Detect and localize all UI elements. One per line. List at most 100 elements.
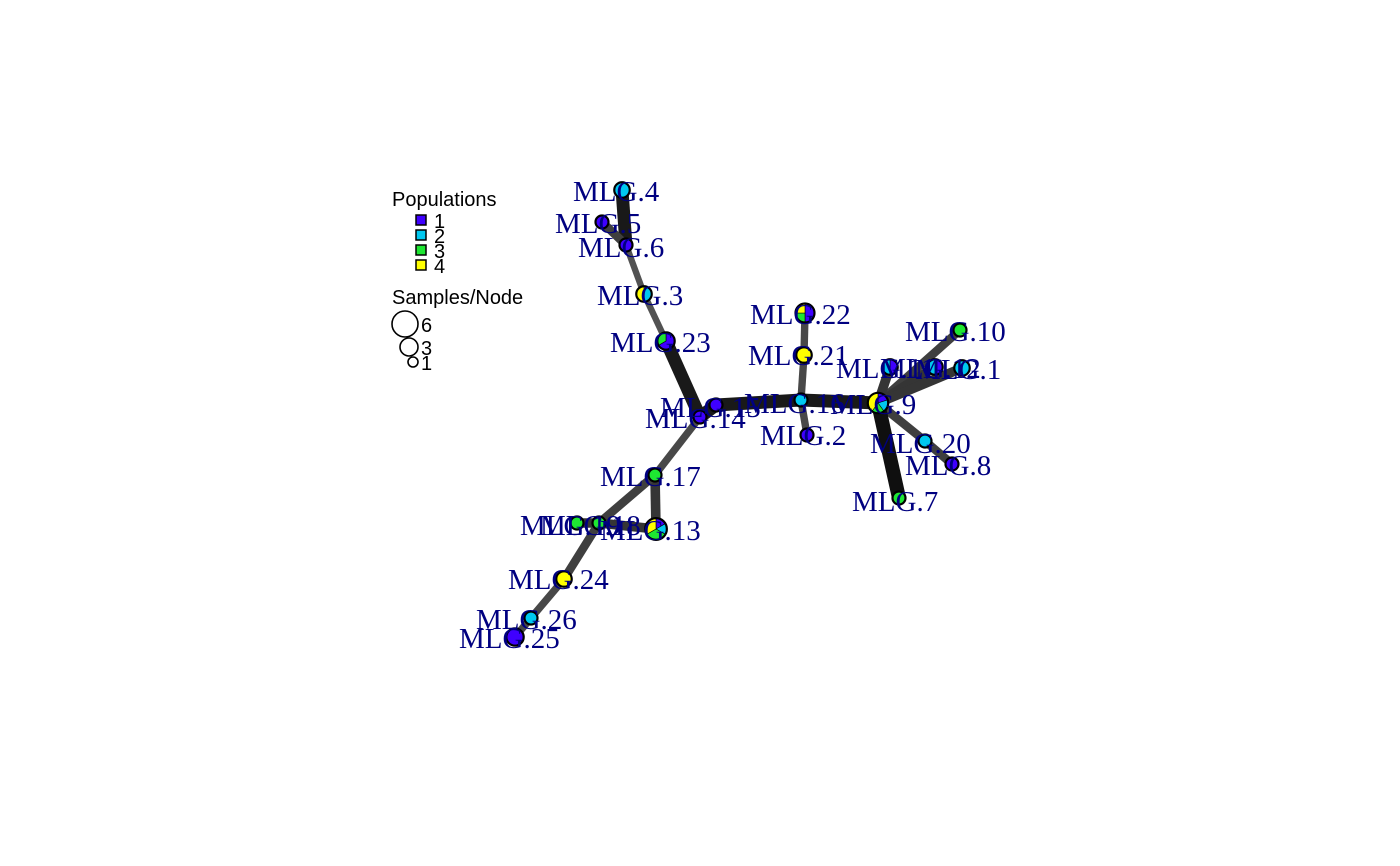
node-pie-slice — [953, 323, 967, 337]
node-pie-slice — [614, 182, 630, 198]
legend-swatch-pop-3 — [415, 244, 427, 256]
node-outline — [555, 570, 573, 588]
legend-sizes: 631 — [391, 310, 432, 375]
node-mlg6 — [618, 237, 634, 253]
node-label-mlg18: MLG.18 — [540, 510, 641, 542]
legend-size-circle-6 — [391, 310, 419, 338]
legend-swatch-pop-1 — [415, 214, 427, 226]
node-mlg2 — [799, 427, 815, 443]
edge-MLG9-MLG7 — [871, 401, 906, 500]
legend-populations-title: Populations — [392, 189, 497, 211]
node-pie-slice — [592, 516, 606, 530]
node-pie-slice — [524, 611, 538, 625]
node-label-mlg11: MLG.11 — [836, 353, 936, 385]
node-pie-slice — [794, 393, 808, 407]
node-mlg21 — [795, 346, 813, 364]
node-outline — [594, 214, 610, 230]
legend-swatch-pop-2 — [415, 229, 427, 241]
legend-label-pop-4: 4 — [434, 256, 445, 278]
node-mlg9 — [866, 391, 890, 415]
node-mlg4 — [613, 181, 631, 199]
node-outline — [795, 346, 813, 364]
node-label-mlg8: MLG.8 — [905, 450, 991, 482]
node-pie-slice — [648, 468, 662, 482]
legend-size-circle-1 — [407, 356, 419, 368]
node-label-mlg12: MLG.12 — [880, 353, 981, 385]
edge-MLG17-MLG18 — [596, 471, 658, 527]
node-mlg13 — [644, 517, 668, 541]
node-pie-slice — [693, 410, 707, 424]
node-outline — [569, 515, 585, 531]
node-mlg24 — [555, 570, 573, 588]
node-pie-slice — [945, 457, 959, 471]
node-mlg8 — [944, 456, 960, 472]
node-outline — [866, 391, 890, 415]
node-pie-slice — [595, 215, 609, 229]
node-mlg20 — [917, 433, 933, 449]
node-label-mlg6: MLG.6 — [578, 232, 664, 264]
node-label-mlg13: MLG.13 — [600, 515, 701, 547]
legend-swatch-pop-4 — [415, 259, 427, 271]
node-label-mlg19: MLG.19 — [520, 510, 621, 542]
node-outline — [944, 456, 960, 472]
legend-size-label-1: 1 — [421, 353, 432, 375]
node-outline — [656, 331, 676, 351]
legend-size-title: Samples/Node — [392, 287, 523, 309]
node-label-mlg4: MLG.4 — [573, 176, 660, 208]
node-mlg15 — [708, 397, 724, 413]
node-mlg12 — [926, 358, 944, 376]
node-label-mlg23: MLG.23 — [610, 327, 711, 359]
node-pie-slice — [954, 360, 970, 376]
node-outline — [793, 392, 809, 408]
node-label-mlg25: MLG.25 — [459, 623, 560, 655]
network-nodes — [505, 181, 971, 647]
node-label-mlg9: MLG.9 — [830, 389, 916, 421]
legend-label-pop-3: 3 — [434, 241, 445, 263]
node-outline — [613, 181, 631, 199]
node-outline — [635, 285, 653, 303]
node-outline — [505, 627, 525, 647]
node-label-mlg21: MLG.21 — [748, 340, 849, 372]
node-outline — [591, 515, 607, 531]
node-label-mlg22: MLG.22 — [750, 299, 851, 331]
node-label-mlg10: MLG.10 — [905, 316, 1006, 348]
node-outline — [799, 427, 815, 443]
edge-MLG9-MLG1 — [876, 363, 964, 408]
node-pie-slice — [796, 347, 812, 363]
node-pie-slice — [709, 398, 723, 412]
node-label-mlg17: MLG.17 — [600, 461, 701, 493]
node-label-mlg2: MLG.2 — [760, 420, 846, 452]
node-label-mlg1: MLG.1 — [915, 354, 1001, 386]
node-pie-slice — [570, 516, 584, 530]
node-outline — [891, 490, 907, 506]
node-label-mlg20: MLG.20 — [870, 428, 971, 460]
node-mlg16 — [793, 392, 809, 408]
node-mlg26 — [523, 610, 539, 626]
node-mlg23 — [656, 331, 676, 351]
node-pie-slice — [800, 428, 814, 442]
node-outline — [708, 397, 724, 413]
node-mlg18 — [591, 515, 607, 531]
edge-MLG15-MLG16 — [715, 393, 802, 412]
node-outline — [644, 517, 668, 541]
node-label-mlg14: MLG.14 — [645, 403, 746, 435]
node-mlg3 — [635, 285, 653, 303]
legend-size-circle-3 — [399, 337, 419, 357]
node-mlg14 — [692, 409, 708, 425]
edge-MLG23-MLG14 — [660, 338, 706, 420]
node-label-mlg24: MLG.24 — [508, 564, 609, 596]
node-label-mlg15: MLG.15 — [660, 392, 761, 424]
edge-MLG16-MLG9 — [800, 393, 879, 410]
node-label-mlg26: MLG.26 — [476, 604, 577, 636]
node-pie-slice — [619, 238, 633, 252]
edge-MLG18-MLG24 — [560, 520, 603, 582]
node-outline — [618, 237, 634, 253]
node-label-mlg3: MLG.3 — [597, 280, 683, 312]
node-mlg22 — [794, 302, 816, 324]
node-label-mlg16: MLG.16 — [744, 388, 845, 420]
node-outline — [952, 322, 968, 338]
node-outline — [917, 433, 933, 449]
legend-size-label-6: 6 — [421, 315, 432, 337]
